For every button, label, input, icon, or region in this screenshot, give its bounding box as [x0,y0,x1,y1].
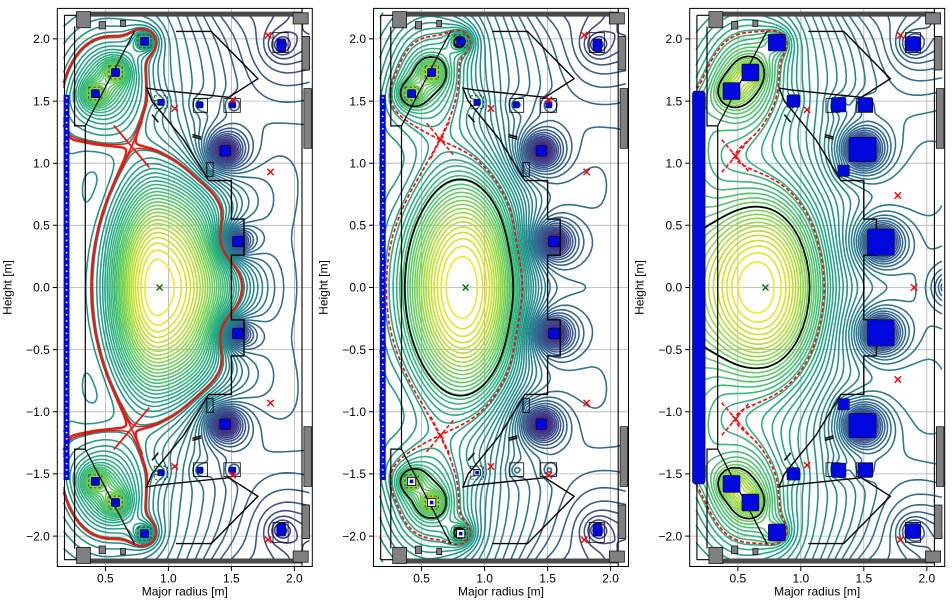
svg-text:1.0: 1.0 [476,572,493,586]
svg-text:1.0: 1.0 [349,156,366,170]
svg-text:Height [m]: Height [m] [633,260,647,315]
svg-text:−1.0: −1.0 [658,405,682,419]
svg-text:−2.0: −2.0 [26,529,50,543]
svg-text:1.5: 1.5 [33,94,50,108]
svg-text:Height [m]: Height [m] [0,260,14,315]
svg-text:0.5: 0.5 [33,219,50,233]
svg-text:−1.0: −1.0 [26,405,50,419]
svg-text:1.5: 1.5 [539,572,556,586]
svg-text:Major radius [m]: Major radius [m] [458,585,544,599]
svg-text:2.0: 2.0 [918,572,935,586]
svg-text:−0.5: −0.5 [342,343,366,357]
svg-text:1.5: 1.5 [855,572,872,586]
svg-text:0.5: 0.5 [413,572,430,586]
svg-text:0.5: 0.5 [666,219,683,233]
svg-text:1.5: 1.5 [349,94,366,108]
svg-text:2.0: 2.0 [286,572,303,586]
svg-text:−1.5: −1.5 [658,467,682,481]
svg-text:0.5: 0.5 [729,572,746,586]
svg-text:−1.0: −1.0 [342,405,366,419]
svg-text:0.0: 0.0 [666,281,683,295]
svg-text:Height [m]: Height [m] [317,260,331,315]
svg-text:−2.0: −2.0 [342,529,366,543]
svg-text:1.0: 1.0 [33,156,50,170]
svg-text:0.0: 0.0 [33,281,50,295]
svg-text:Major radius [m]: Major radius [m] [142,585,228,599]
svg-text:1.5: 1.5 [223,572,240,586]
svg-text:2.0: 2.0 [33,32,50,46]
svg-text:1.5: 1.5 [666,94,683,108]
svg-text:2.0: 2.0 [349,32,366,46]
svg-text:−2.0: −2.0 [658,529,682,543]
svg-text:Major radius [m]: Major radius [m] [774,585,860,599]
svg-text:0.5: 0.5 [349,219,366,233]
svg-text:0.0: 0.0 [349,281,366,295]
svg-text:1.0: 1.0 [160,572,177,586]
svg-text:−1.5: −1.5 [26,467,50,481]
svg-text:−1.5: −1.5 [342,467,366,481]
svg-text:2.0: 2.0 [666,32,683,46]
svg-text:−0.5: −0.5 [658,343,682,357]
svg-text:−0.5: −0.5 [26,343,50,357]
svg-text:1.0: 1.0 [666,156,683,170]
svg-text:2.0: 2.0 [602,572,619,586]
svg-text:0.5: 0.5 [97,572,114,586]
svg-text:1.0: 1.0 [792,572,809,586]
